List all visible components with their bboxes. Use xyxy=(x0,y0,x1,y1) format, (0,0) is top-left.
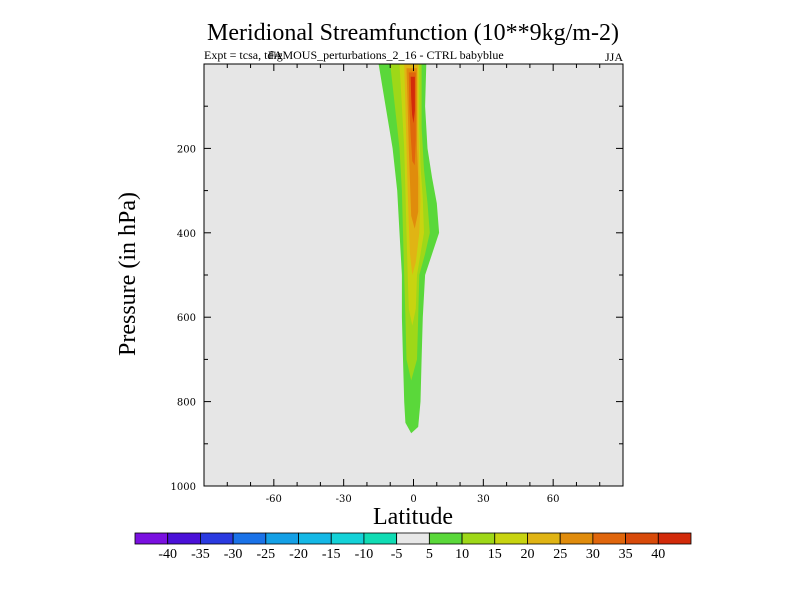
colorbar-label: 25 xyxy=(553,547,567,562)
colorbar-label: -35 xyxy=(191,547,210,562)
x-tick-label: -30 xyxy=(336,494,352,505)
colorbar-swatch xyxy=(559,532,594,545)
colorbar-swatch xyxy=(167,532,201,545)
y-axis-label: Pressure (in hPa) xyxy=(115,192,141,356)
colorbar-swatch xyxy=(592,532,626,545)
y-tick-label: 800 xyxy=(177,398,196,409)
colorbar-label: 20 xyxy=(521,547,535,562)
x-axis-ticks: -60 -30 0 30 60 xyxy=(203,64,624,505)
colorbar-label: -5 xyxy=(391,547,403,562)
colorbar-swatch xyxy=(428,532,463,545)
colorbar-label: -40 xyxy=(158,547,177,562)
y-tick-label: 400 xyxy=(177,229,196,240)
colorbar-label: -15 xyxy=(322,547,341,562)
x-axis-label: Latitude xyxy=(373,504,453,530)
colorbar-swatch xyxy=(134,532,169,545)
colorbar-label: -25 xyxy=(256,547,275,562)
colorbar-label: 5 xyxy=(426,547,433,562)
colorbar-swatch xyxy=(232,532,267,545)
colorbar-swatch xyxy=(527,532,561,545)
colorbar-swatch xyxy=(363,532,398,545)
colorbar-swatch xyxy=(657,532,692,545)
colorbar-label: -20 xyxy=(289,547,308,562)
colorbar: -40 -35 -30 -25 -20 -15 -10 -5 5 10 15 20 25 30 35 40 xyxy=(134,532,692,562)
colorbar-label: 35 xyxy=(619,547,633,562)
y-axis-ticks: 200 400 600 800 1000 xyxy=(171,105,623,493)
colorbar-label: 30 xyxy=(586,547,600,562)
colorbar-swatch xyxy=(396,532,430,545)
colorbar-swatch xyxy=(461,532,496,545)
y-tick-label: 200 xyxy=(177,144,196,155)
colorbar-swatch xyxy=(200,532,234,545)
x-tick-label: 60 xyxy=(547,494,560,505)
colorbar-swatch xyxy=(265,532,299,545)
x-tick-label: 0 xyxy=(410,494,416,505)
x-tick-label: -60 xyxy=(266,494,282,505)
x-tick-label: 30 xyxy=(477,494,490,505)
y-tick-label: 1000 xyxy=(171,482,196,493)
season-label: JJA xyxy=(605,50,623,64)
contour-level-40 xyxy=(410,76,415,124)
colorbar-label: 40 xyxy=(651,547,665,562)
colorbar-swatch xyxy=(298,532,332,545)
experiment-label: Expt = tcsa, tdig xyxy=(204,48,283,62)
colorbar-label: 15 xyxy=(488,547,502,562)
experiment-overlay-label: FAMOUS_perturbations_2_16 - CTRL babyblu… xyxy=(268,48,504,62)
colorbar-label: -30 xyxy=(224,547,243,562)
colorbar-label: -10 xyxy=(355,547,374,562)
colorbar-label: 10 xyxy=(455,547,469,562)
chart-title: Meridional Streamfunction (10**9kg/m-2) xyxy=(207,20,619,46)
colorbar-swatch xyxy=(625,532,659,545)
y-tick-label: 600 xyxy=(177,313,196,324)
colorbar-swatch xyxy=(330,532,365,545)
contour-fills xyxy=(378,64,440,434)
colorbar-swatch xyxy=(494,532,528,545)
